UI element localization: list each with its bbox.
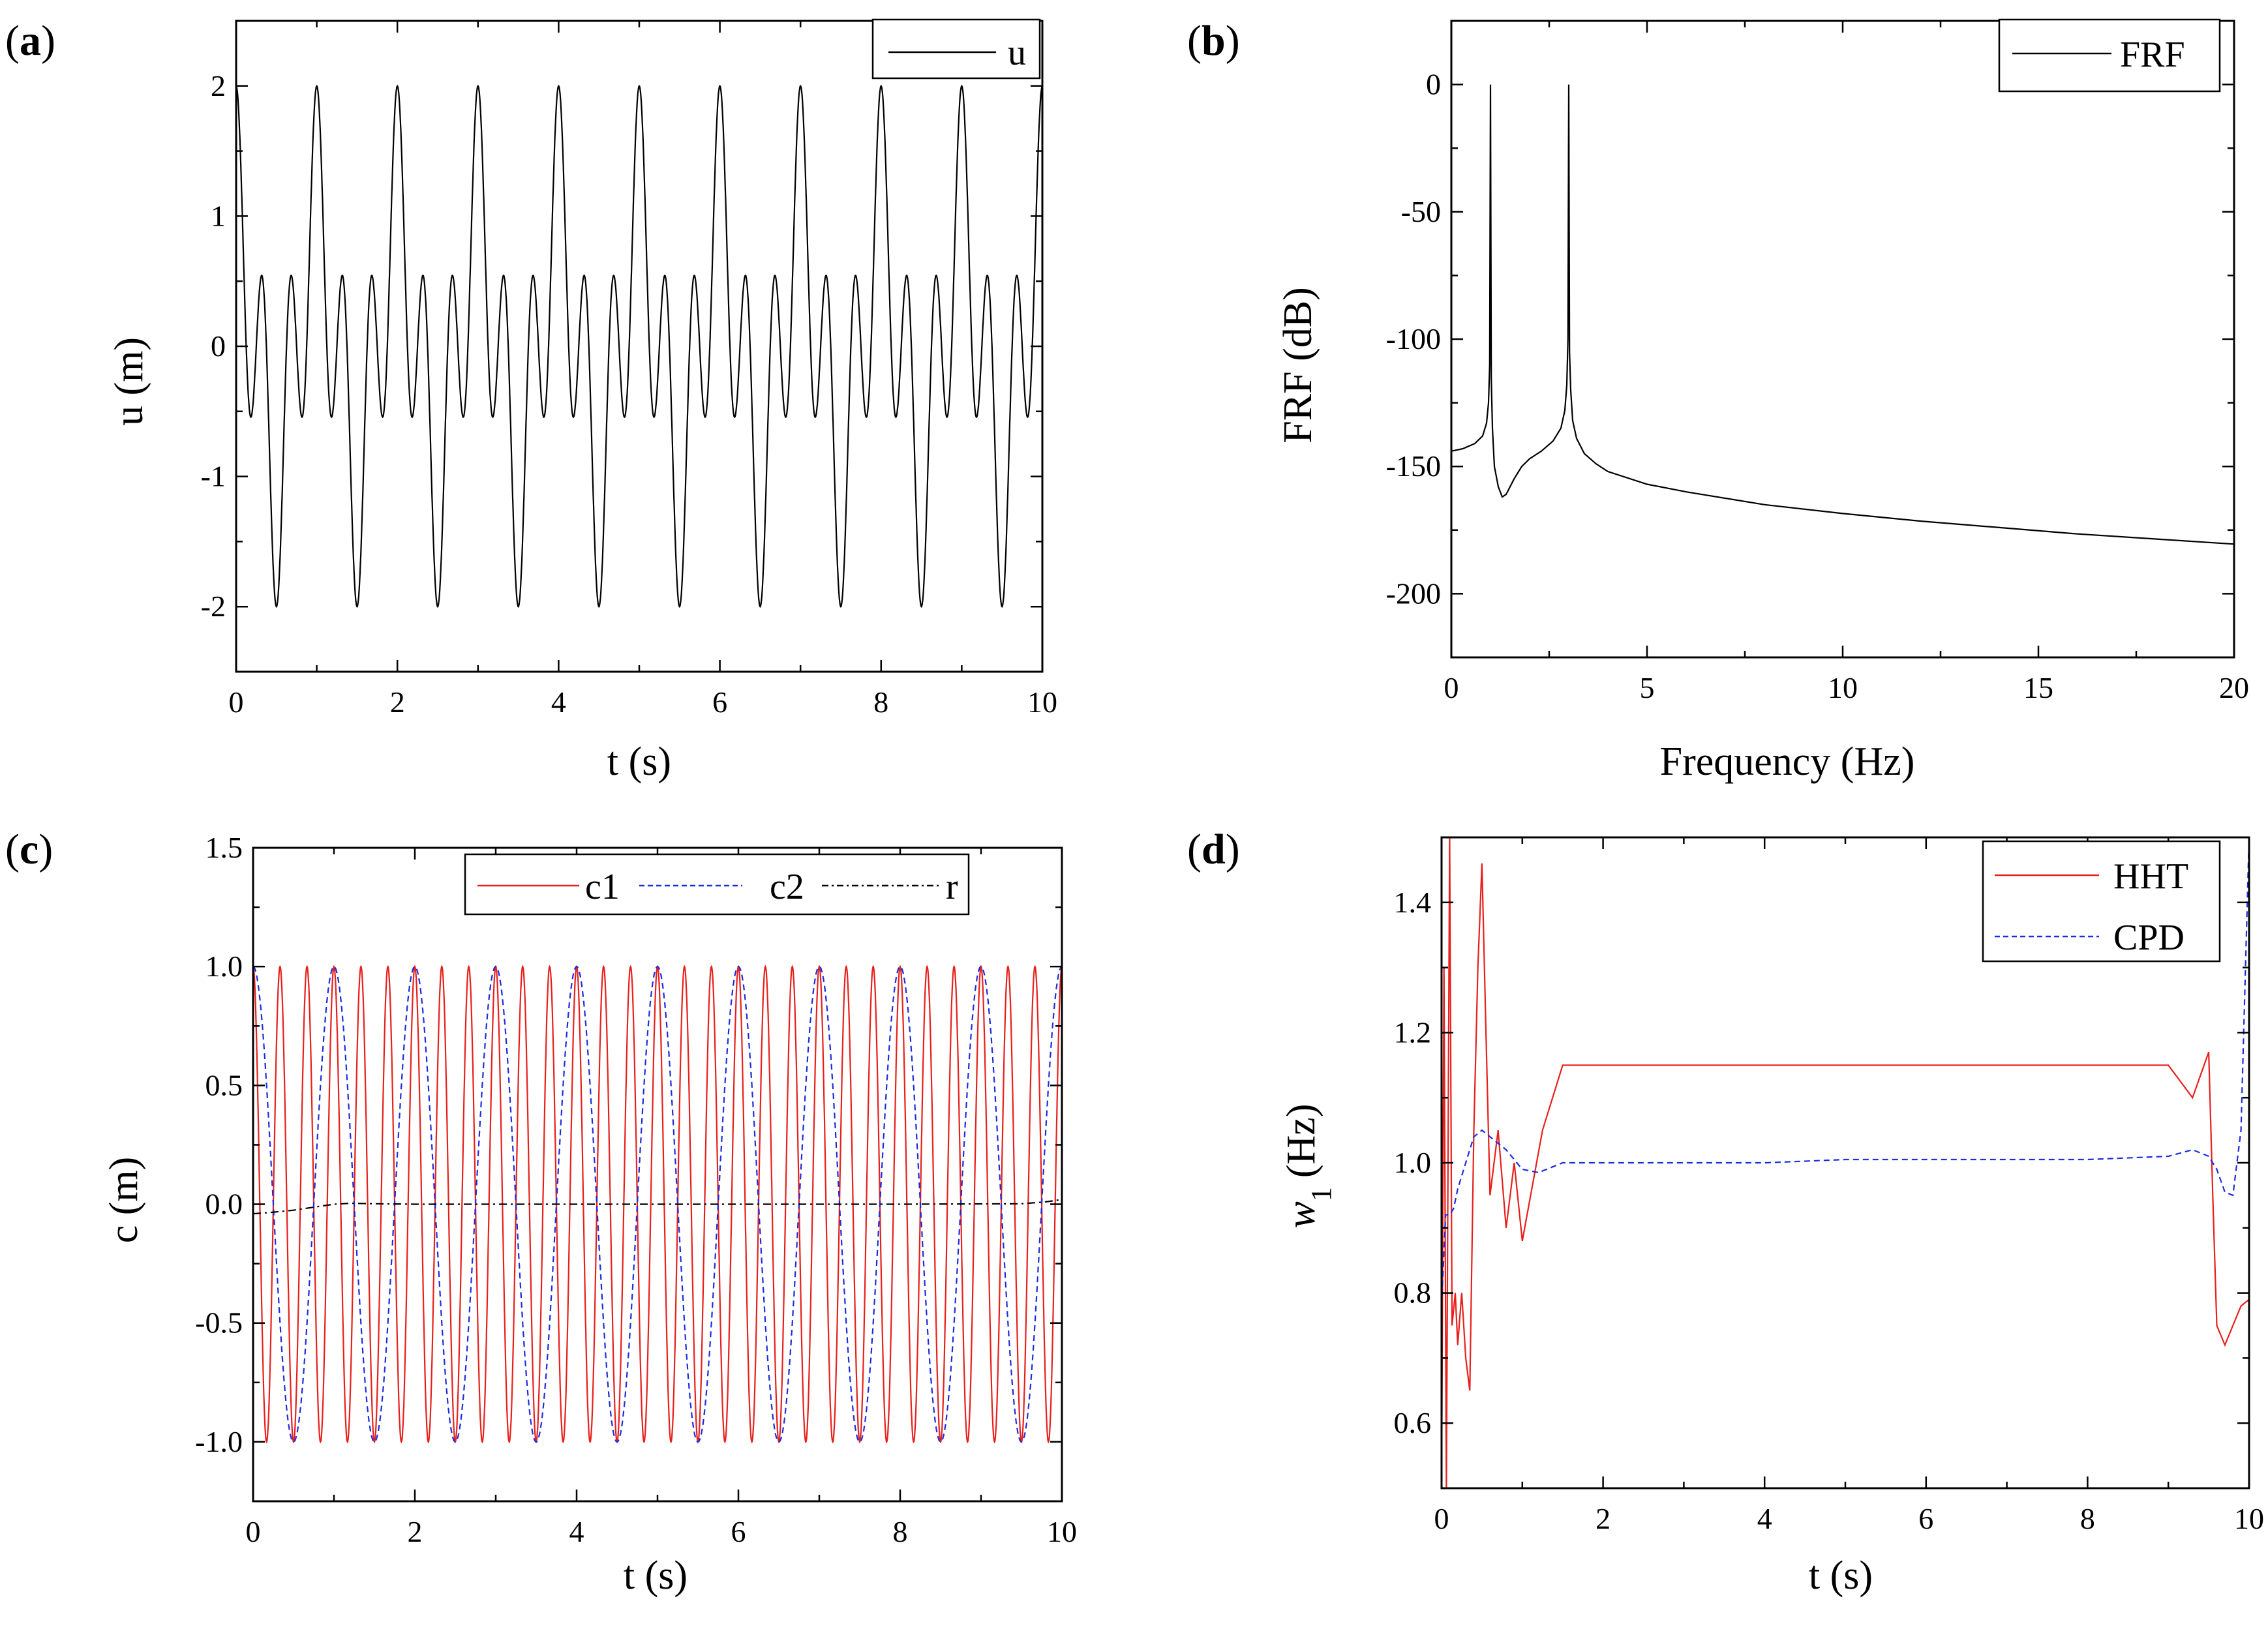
panel-b-y-tick-label: 0 <box>1426 68 1441 101</box>
panel-a-legend-box <box>871 18 1041 80</box>
panel-d-legend-label-hht: HHT <box>2113 856 2188 897</box>
panel-c-x-tick-label: 4 <box>569 1515 584 1548</box>
panel-a-y-tick-label: 2 <box>211 69 226 102</box>
panel-d-y-tick-label: 0.8 <box>1394 1276 1432 1310</box>
panel-b-x-tick-label: 0 <box>1444 671 1459 704</box>
panel-b-x-tick-label: 15 <box>2023 671 2053 704</box>
panel-d-legend-label-cpd: CPD <box>2113 918 2185 958</box>
panel-d-legend-box <box>1982 840 2221 963</box>
panel-d-series-hht <box>1442 837 2249 1488</box>
panel-d-x-tick-label: 2 <box>1595 1502 1610 1535</box>
panel-b-x-tick-label: 5 <box>1640 671 1655 704</box>
panel-c: (c) 0 2 4 6 8 10 -1.0 -0.5 0.0 0.5 1.0 1.5 t (s) c … <box>5 826 1077 1598</box>
panel-c-y-tick-label: 1.5 <box>205 831 243 864</box>
panel-b-x-tick-label: 20 <box>2219 671 2249 704</box>
panel-c-series-r <box>253 1199 1062 1215</box>
panel-c-legend-box <box>464 853 970 916</box>
panel-c-label: (c) <box>5 826 53 873</box>
panel-b-legend-box <box>1998 18 2221 93</box>
panel-a-y-tick-label: -1 <box>201 460 226 493</box>
panel-b-y-tick-label: -150 <box>1386 449 1441 483</box>
panel-a-series-group <box>236 84 1042 608</box>
panel-d-y-axis-label: w1(Hz) <box>1279 1104 1337 1229</box>
panel-c-series-c2 <box>253 966 1062 1443</box>
panel-d-x-tick-label: 4 <box>1757 1502 1772 1535</box>
panel-a-plot-area: 0 2 4 6 8 10 -2 -1 0 1 2 <box>201 20 1057 719</box>
panel-c-y-tick-label: 1.0 <box>205 950 243 983</box>
panel-d-x-tick-label: 0 <box>1434 1502 1449 1535</box>
panel-a-y-tick-label: 0 <box>211 329 226 363</box>
panel-c-series-group <box>253 965 1062 1444</box>
panel-c-x-tick-label: 10 <box>1047 1515 1077 1548</box>
panel-b-y-tick-label: -200 <box>1386 577 1441 610</box>
panel-c-x-tick-label: 8 <box>893 1515 908 1548</box>
panel-c-y-axis-label: c (m) <box>102 1157 146 1244</box>
panel-c-legend: c1 c2 r <box>464 853 970 916</box>
panel-a-x-tick-label: 4 <box>551 685 566 719</box>
panel-a-legend-label-u: u <box>1008 33 1026 73</box>
panel-d-series-group <box>1442 837 2249 1488</box>
panel-d-x-tick-label: 10 <box>2234 1502 2264 1535</box>
panel-d-y-tick-label: 1.4 <box>1394 886 1432 919</box>
panel-b-legend-label-frf: FRF <box>2120 35 2185 75</box>
panel-c-y-tick-label: -1.0 <box>195 1425 243 1458</box>
panel-c-x-tick-label: 6 <box>731 1515 746 1548</box>
panel-a-x-tick-label: 8 <box>873 685 888 719</box>
panel-b-y-axis-label: FRF (dB) <box>1276 287 1320 443</box>
panel-c-legend-label-r: r <box>946 867 958 907</box>
panel-a-y-tick-label: 1 <box>211 199 226 232</box>
panel-a: (a) 0 2 4 6 8 10 -2 -1 0 1 2 t (s) u (m) u <box>5 17 1057 784</box>
panel-a-x-axis-label: t (s) <box>607 740 671 784</box>
panel-a-x-tick-label: 2 <box>390 685 405 719</box>
panel-a-label: (a) <box>5 17 55 65</box>
panel-d-y-tick-label: 1.2 <box>1394 1015 1432 1049</box>
panel-b-y-tick-label: -50 <box>1401 195 1441 228</box>
panel-c-legend-label-c2: c2 <box>770 867 804 907</box>
panel-d-y-tick-label: 1.0 <box>1394 1146 1432 1179</box>
panel-d-label: (d) <box>1187 826 1240 873</box>
panel-c-plot-area: 0 2 4 6 8 10 -1.0 -0.5 0.0 0.5 1.0 1.5 <box>195 831 1077 1548</box>
panel-a-x-tick-label: 10 <box>1027 685 1057 719</box>
panel-b-series-frf <box>1451 84 2234 545</box>
panel-d: (d) 0 2 4 6 8 100.60.81.01.21.4 t (s) w1(Hz) … <box>1187 826 2264 1598</box>
panel-b-series-group <box>1451 84 2234 545</box>
panel-a-x-tick-label: 6 <box>712 685 727 719</box>
panel-d-plot-area: 0 2 4 6 8 10 0.6 0.8 1.0 1.2 1.4 <box>1394 836 2264 1535</box>
panel-a-series-u <box>236 84 1042 608</box>
panel-c-frame <box>252 846 1063 1503</box>
panel-d-x-tick-label: 8 <box>2080 1502 2095 1535</box>
panel-c-x-axis-label: t (s) <box>624 1553 688 1598</box>
panel-c-x-tick-label: 0 <box>246 1515 261 1548</box>
panel-c-y-tick-label: -0.5 <box>195 1306 243 1340</box>
panel-c-y-tick-label: 0.0 <box>205 1188 243 1221</box>
panel-a-y-axis-label: u (m) <box>107 337 151 426</box>
panel-d-x-axis-label: t (s) <box>1809 1553 1873 1598</box>
panel-d-series-cpd <box>1442 837 2249 1306</box>
panel-d-y-tick-label: 0.6 <box>1394 1406 1432 1439</box>
panel-b-x-axis-label: Frequency (Hz) <box>1660 740 1915 784</box>
panel-d-legend: HHT CPD <box>1982 840 2221 963</box>
panel-a-legend: u <box>871 18 1041 80</box>
panel-b-legend: FRF <box>1998 18 2221 93</box>
panel-a-x-tick-label: 0 <box>229 685 244 719</box>
panel-d-x-tick-label: 6 <box>1918 1502 1933 1535</box>
panel-c-x-tick-label: 2 <box>408 1515 423 1548</box>
panel-c-y-tick-label: 0.5 <box>205 1068 243 1101</box>
panel-b-label: (b) <box>1187 17 1240 65</box>
panel-b: (b) 0 5 10 15 20 -200 -150 -100 -50 0 Frequency (… <box>1187 17 2249 784</box>
panel-a-frame <box>235 20 1044 673</box>
panel-b-plot-area: 0 5 10 15 20 -200 -150 -100 -50 0 <box>1386 20 2249 704</box>
panel-c-legend-label-c1: c1 <box>585 867 620 907</box>
panel-b-y-tick-label: -100 <box>1386 322 1441 355</box>
panel-b-x-tick-label: 10 <box>1828 671 1858 704</box>
panel-a-y-tick-label: -2 <box>201 590 226 623</box>
